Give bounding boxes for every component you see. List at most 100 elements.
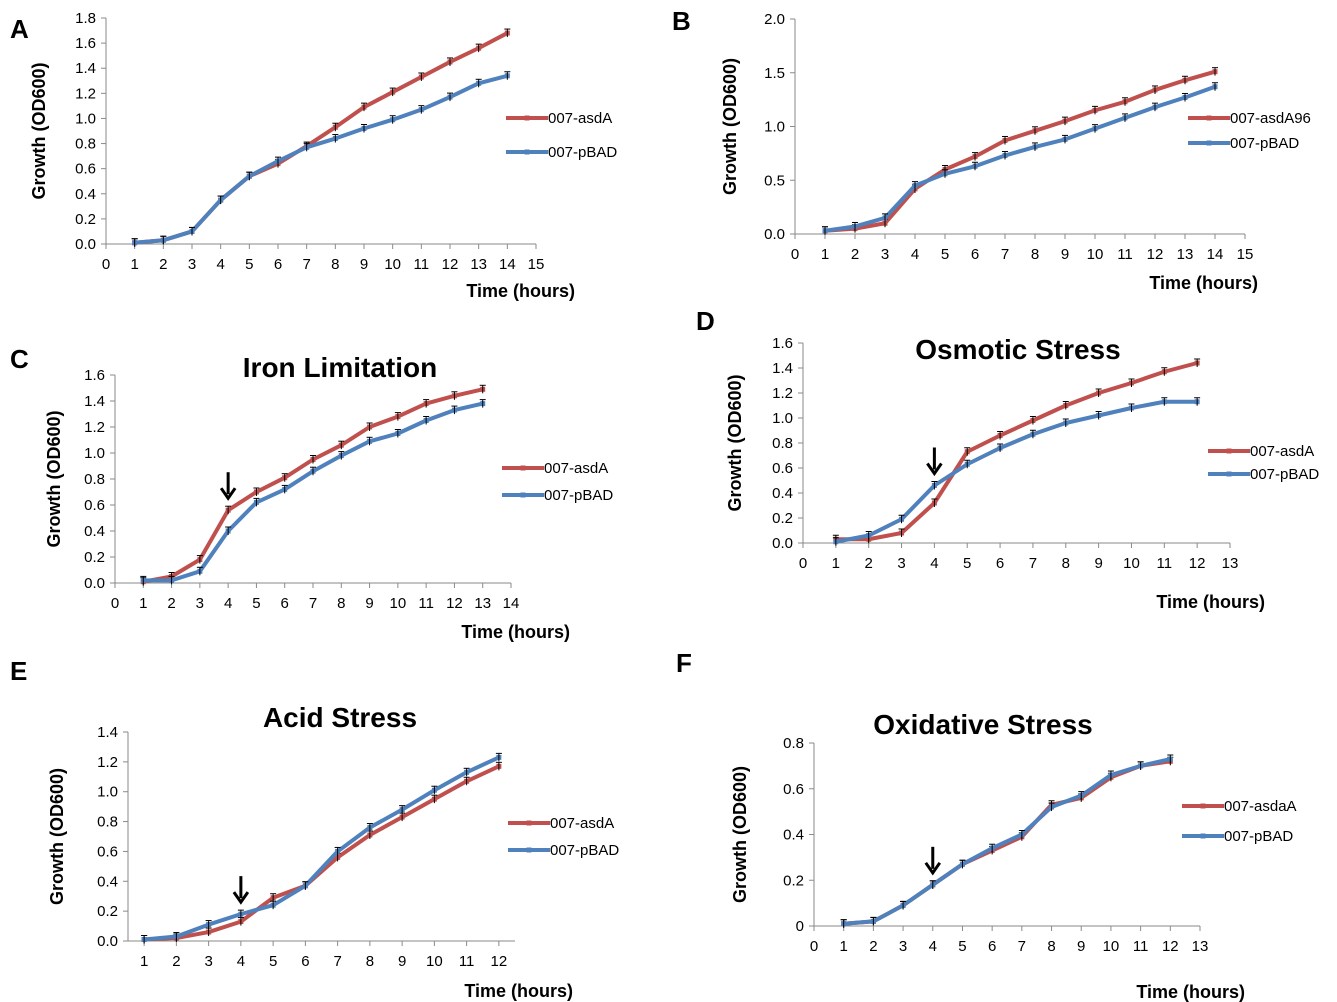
panel-label: B <box>672 6 691 36</box>
x-tick-label: 5 <box>958 938 966 955</box>
panel-label: F <box>676 648 692 678</box>
y-tick-label: 0.8 <box>97 814 118 831</box>
x-axis-title: Time (hours) <box>466 281 575 301</box>
x-tick-label: 12 <box>1189 555 1206 572</box>
y-tick-label: 0.2 <box>97 903 118 920</box>
y-tick-label: 1.8 <box>75 10 96 27</box>
y-tick-label: 1.6 <box>772 335 793 352</box>
y-tick-label: 1.0 <box>75 110 96 127</box>
x-tick-label: 13 <box>1222 555 1239 572</box>
legend-marker <box>524 149 530 155</box>
panel-label: C <box>10 344 29 374</box>
y-tick-label: 1.6 <box>75 35 96 52</box>
y-tick-label: 0.6 <box>75 161 96 178</box>
x-tick-label: 8 <box>1062 555 1070 572</box>
y-tick-label: 0.2 <box>772 510 793 527</box>
y-axis-title: Growth (OD600) <box>44 410 64 547</box>
x-tick-label: 12 <box>491 953 508 970</box>
chart-panel-c: C Iron Limitation 0.0 0.2 0.4 0.6 0.8 1.0 1.2 1.4… <box>10 344 613 642</box>
x-tick-label: 4 <box>216 256 224 273</box>
series-line-1 <box>142 755 501 942</box>
y-axis-title: Growth (OD600) <box>730 766 750 903</box>
y-axis-title: Growth (OD600) <box>47 768 67 905</box>
legend-label: 007-asdA96 <box>1230 110 1311 127</box>
y-tick-label: 0.4 <box>97 873 118 890</box>
x-tick-label: 10 <box>384 256 401 273</box>
x-tick-label: 1 <box>140 953 148 970</box>
chart-panel-b: B0.00.51.01.52.00 1 2 3 4 5 6 7 8 9 10 11 12 13 14 15Ti… <box>672 6 1311 293</box>
x-tick-label: 1 <box>139 595 147 612</box>
x-tick-label: 9 <box>365 595 373 612</box>
x-tick-label: 2 <box>172 953 180 970</box>
legend-label: 007-asdaA <box>1224 798 1297 815</box>
x-tick-label: 6 <box>996 555 1004 572</box>
series-line-0 <box>823 69 1217 233</box>
x-tick-label: 7 <box>302 256 310 273</box>
x-tick-label: 11 <box>418 595 434 612</box>
x-tick-label: 1 <box>840 938 848 955</box>
x-tick-label: 11 <box>414 256 430 273</box>
panel-label: E <box>10 656 27 686</box>
legend-marker <box>1206 115 1212 121</box>
y-tick-label: 0.4 <box>84 523 105 540</box>
x-tick-label: 9 <box>360 256 368 273</box>
x-tick-label: 13 <box>470 256 487 273</box>
x-tick-label: 1 <box>821 246 829 263</box>
legend-label: 007-pBAD <box>1224 828 1293 845</box>
x-tick-label: 3 <box>897 555 905 572</box>
panel-label: A <box>10 14 29 44</box>
x-tick-label: 7 <box>1029 555 1037 572</box>
y-axis-title: Growth (OD600) <box>29 62 49 199</box>
legend-label: 007-asdA <box>548 110 612 127</box>
series-line-0 <box>833 361 1200 542</box>
x-tick-label: 9 <box>1061 246 1069 263</box>
y-tick-label: 1.2 <box>772 385 793 402</box>
legend-label: 007-asdA <box>1250 443 1314 460</box>
series-line-1 <box>141 401 485 583</box>
chart-title: Osmotic Stress <box>915 334 1120 365</box>
y-tick-label: 0.0 <box>764 226 785 243</box>
x-tick-label: 13 <box>1177 246 1194 263</box>
x-tick-label: 12 <box>1147 246 1164 263</box>
y-tick-label: 1.4 <box>97 724 118 741</box>
x-tick-label: 4 <box>930 555 938 572</box>
series-line-1 <box>841 757 1173 926</box>
chart-title: Oxidative Stress <box>873 709 1092 740</box>
x-tick-label: 15 <box>528 256 545 273</box>
y-tick-label: 0.0 <box>97 933 118 950</box>
x-axis-title: Time (hours) <box>461 622 570 642</box>
x-tick-label: 5 <box>963 555 971 572</box>
annotation-arrow-head <box>219 487 237 501</box>
x-tick-label: 1 <box>832 555 840 572</box>
x-tick-label: 7 <box>309 595 317 612</box>
x-tick-label: 8 <box>1047 938 1055 955</box>
y-tick-label: 0.6 <box>783 781 804 798</box>
y-tick-label: 0.5 <box>764 172 785 189</box>
legend-label: 007-pBAD <box>544 487 613 504</box>
x-tick-label: 12 <box>442 256 459 273</box>
y-axis-title: Growth (OD600) <box>720 58 740 195</box>
x-tick-label: 14 <box>499 256 516 273</box>
annotation-arrow-head <box>232 891 250 905</box>
x-tick-label: 0 <box>111 595 119 612</box>
x-tick-label: 6 <box>274 256 282 273</box>
x-tick-label: 14 <box>503 595 520 612</box>
y-tick-label: 1.4 <box>84 393 105 410</box>
x-tick-label: 11 <box>459 953 475 970</box>
x-tick-label: 6 <box>281 595 289 612</box>
x-tick-label: 12 <box>446 595 463 612</box>
x-tick-label: 5 <box>245 256 253 273</box>
x-tick-label: 3 <box>899 938 907 955</box>
legend-marker <box>524 115 530 121</box>
chart-title: Acid Stress <box>263 702 417 733</box>
x-tick-label: 9 <box>1077 938 1085 955</box>
x-tick-label: 11 <box>1133 938 1149 955</box>
y-tick-label: 0.0 <box>772 535 793 552</box>
x-tick-label: 0 <box>791 246 799 263</box>
x-tick-label: 7 <box>1018 938 1026 955</box>
x-tick-label: 7 <box>1001 246 1009 263</box>
x-tick-label: 4 <box>237 953 245 970</box>
x-tick-label: 5 <box>941 246 949 263</box>
x-tick-label: 8 <box>366 953 374 970</box>
